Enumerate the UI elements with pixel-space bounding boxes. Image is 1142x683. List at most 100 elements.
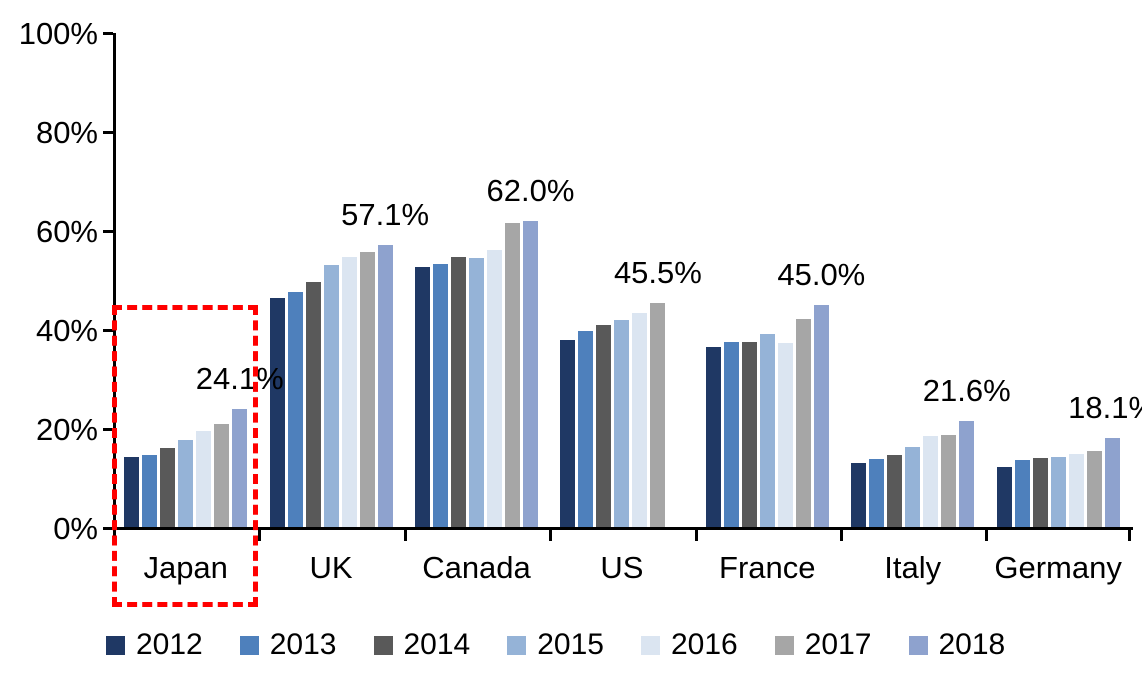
legend-swatch-2015 — [507, 635, 527, 655]
legend-item-2016: 2016 — [641, 628, 738, 662]
legend-swatch-2017 — [774, 635, 794, 655]
category-label-italy: Italy — [884, 550, 942, 585]
bar-us-2013 — [578, 331, 594, 528]
legend: 2012 2013 2014 2015 2016 2017 2018 — [106, 628, 1005, 662]
y-tick-label-20: 20% — [35, 411, 98, 447]
bar-france-2017 — [795, 319, 811, 528]
y-tick-mark-40 — [103, 329, 113, 332]
legend-item-2012: 2012 — [106, 628, 203, 662]
bar-france-2012 — [705, 347, 721, 528]
bar-italy-2012 — [851, 463, 867, 528]
value-label-canada: 62.0% — [486, 173, 575, 209]
bar-france-2018 — [813, 305, 829, 528]
x-tick-mark-4 — [694, 528, 698, 541]
legend-swatch-2012 — [106, 635, 125, 655]
bar-us-2012 — [560, 339, 576, 528]
bar-uk-2018 — [377, 245, 393, 528]
value-label-germany: 18.1% — [1068, 390, 1142, 426]
bar-group-italy — [840, 421, 985, 528]
legend-swatch-2018 — [908, 635, 928, 655]
category-label-canada: Canada — [422, 550, 531, 585]
bar-canada-2017 — [504, 223, 520, 528]
bar-japan-2012 — [124, 456, 140, 528]
bar-france-2015 — [759, 334, 775, 528]
bar-canada-2018 — [522, 221, 538, 528]
y-tick-label-60: 60% — [35, 213, 98, 249]
legend-item-2014: 2014 — [373, 628, 470, 662]
bar-france-2013 — [723, 342, 739, 528]
bar-japan-2014 — [160, 447, 176, 528]
y-tick-label-80: 80% — [35, 114, 98, 150]
legend-label-2012: 2012 — [136, 628, 203, 661]
bar-uk-2016 — [341, 257, 357, 528]
bar-canada-2015 — [468, 257, 484, 528]
x-tick-mark-3 — [549, 528, 553, 541]
bar-japan-2013 — [142, 455, 158, 528]
bar-canada-2014 — [450, 256, 466, 528]
bar-uk-2013 — [287, 291, 303, 528]
bar-uk-2015 — [323, 265, 339, 528]
bar-japan-2016 — [196, 430, 212, 528]
bar-group-france — [695, 305, 840, 528]
legend-label-2017: 2017 — [804, 628, 872, 661]
legend-label-2013: 2013 — [269, 628, 337, 661]
bar-germany-2016 — [1068, 454, 1084, 528]
x-tick-mark-1 — [258, 528, 262, 541]
legend-item-2015: 2015 — [507, 628, 604, 662]
bar-group-japan — [113, 408, 258, 528]
bar-group-germany — [985, 438, 1130, 528]
legend-swatch-2013 — [239, 635, 259, 655]
bar-group-us — [549, 302, 694, 528]
category-label-france: France — [719, 550, 816, 585]
bar-us-2014 — [596, 325, 612, 528]
bar-italy-2014 — [887, 454, 903, 528]
bar-germany-2014 — [1032, 458, 1048, 528]
value-label-uk: 57.1% — [341, 197, 430, 233]
y-tick-mark-80 — [103, 131, 113, 134]
bar-canada-2013 — [432, 264, 448, 528]
category-label-us: US — [600, 550, 644, 585]
value-label-us: 45.5% — [613, 254, 702, 290]
x-tick-mark-2 — [403, 528, 407, 541]
bar-group-canada — [404, 221, 549, 528]
y-tick-mark-100 — [103, 32, 113, 35]
y-tick-label-0: 0% — [53, 510, 98, 546]
value-label-japan: 24.1% — [195, 360, 284, 396]
legend-label-2015: 2015 — [537, 628, 604, 661]
category-label-uk: UK — [309, 550, 353, 585]
bar-uk-2017 — [359, 251, 375, 528]
bar-uk-2014 — [305, 282, 321, 528]
bar-us-2015 — [614, 320, 630, 528]
bar-germany-2015 — [1050, 457, 1066, 528]
y-tick-mark-60 — [103, 230, 113, 233]
legend-swatch-2014 — [373, 635, 393, 655]
bar-japan-2018 — [232, 408, 248, 528]
legend-swatch-2016 — [641, 635, 660, 655]
y-tick-mark-20 — [103, 428, 113, 431]
bar-uk-2012 — [269, 298, 285, 528]
y-tick-label-40: 40% — [35, 312, 98, 348]
bar-germany-2012 — [996, 467, 1012, 528]
value-label-italy: 21.6% — [922, 373, 1011, 409]
bar-us-2017 — [650, 302, 666, 528]
bar-germany-2013 — [1014, 460, 1030, 528]
x-axis-line — [113, 527, 1133, 530]
bar-germany-2018 — [1104, 438, 1120, 528]
japan-highlight-box — [112, 305, 258, 607]
bar-france-2016 — [777, 343, 793, 528]
legend-label-2016: 2016 — [671, 628, 738, 661]
category-label-japan: Japan — [143, 550, 228, 585]
legend-item-2017: 2017 — [774, 628, 872, 662]
legend-item-2013: 2013 — [239, 628, 337, 662]
bar-group-uk — [258, 245, 403, 528]
bar-france-2014 — [741, 342, 757, 528]
bar-italy-2017 — [941, 434, 957, 528]
x-tick-mark-6 — [985, 528, 989, 541]
bar-canada-2012 — [414, 266, 430, 528]
bar-italy-2015 — [905, 446, 921, 528]
bar-japan-2015 — [178, 440, 194, 528]
bar-italy-2013 — [869, 459, 885, 528]
x-tick-mark-7 — [1127, 528, 1131, 541]
bar-us-2016 — [632, 313, 648, 528]
